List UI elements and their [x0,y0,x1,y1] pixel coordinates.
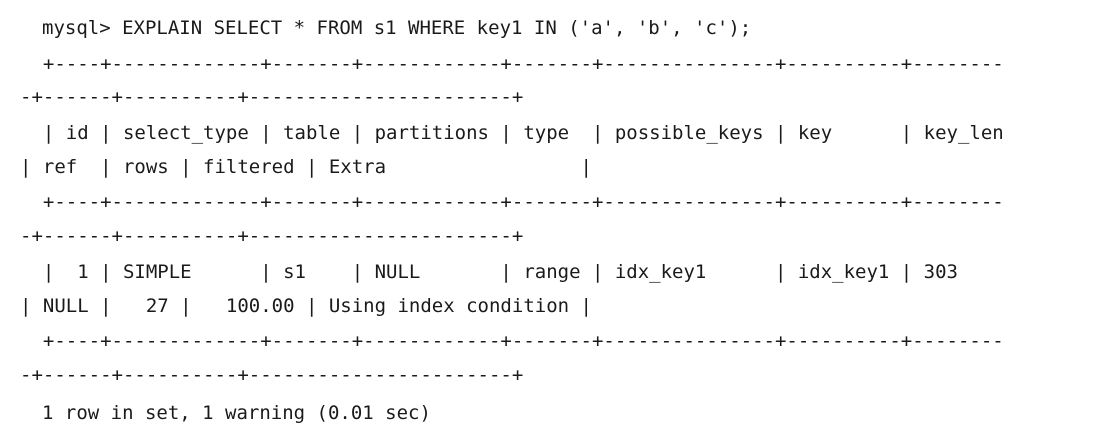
table-border-bottom-part2: -+------+----------+--------------------… [20,364,524,386]
table-border-bottom-part1: +----+-------------+-------+------------… [20,330,1004,352]
result-summary: 1 row in set, 1 warning (0.01 sec) [42,402,431,424]
table-border-mid-part2: -+------+----------+--------------------… [20,225,524,247]
table-row-part2: | NULL | 27 | 100.00 | Using index condi… [20,295,592,317]
table-border-top-part1: +----+-------------+-------+------------… [20,53,1004,75]
table-row-part1: | 1 | SIMPLE | s1 | NULL | range | idx_k… [20,261,958,283]
table-border-mid-part1: +----+-------------+-------+------------… [20,191,1004,213]
table-header-part1: | id | select_type | table | partitions … [20,122,1004,144]
table-border-top-part2: -+------+----------+--------------------… [20,86,524,108]
sql-command: EXPLAIN SELECT * FROM s1 WHERE key1 IN (… [122,17,752,39]
prompt: mysql> [42,17,123,39]
command-line: mysql> EXPLAIN SELECT * FROM s1 WHERE ke… [42,13,751,43]
table-header-part2: | ref | rows | filtered | Extra | [20,156,592,178]
